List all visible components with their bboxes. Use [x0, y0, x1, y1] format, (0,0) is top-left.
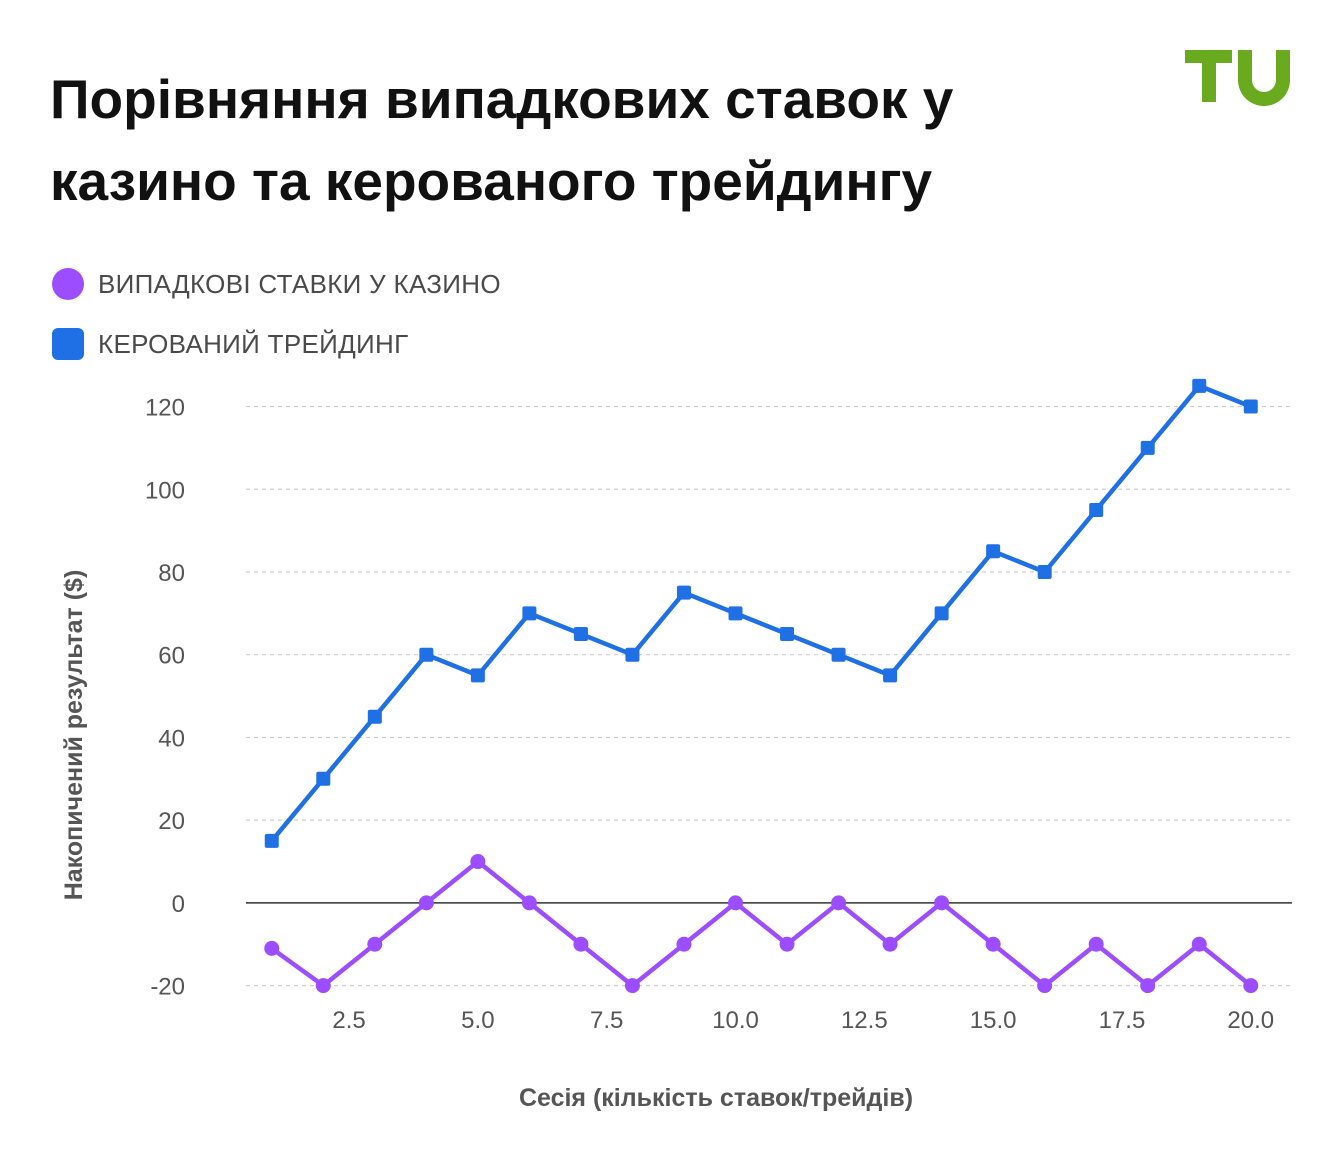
- x-axis-title: Сесія (кількість ставок/трейдів): [519, 1084, 913, 1112]
- data-point: [470, 668, 485, 683]
- data-point: [676, 936, 692, 952]
- data-point: [522, 606, 537, 621]
- legend-item-trading[interactable]: КЕРОВАНИЙ ТРЕЙДИНГ: [52, 324, 501, 364]
- data-point: [831, 647, 846, 662]
- series-line: [269, 859, 1254, 988]
- y-tick-label: 100: [145, 477, 185, 504]
- x-axis-ticks: 2.5 5.0 7.5 10.0 12.5 15.0 17.5 20.0: [332, 1007, 1274, 1034]
- x-tick-label: 10.0: [712, 1007, 759, 1034]
- data-point: [676, 585, 691, 600]
- y-axis-ticks: -20 0 20 40 60 80 100 120: [145, 395, 185, 1001]
- series-1: [264, 378, 1258, 848]
- series-line: [269, 383, 1254, 844]
- data-point: [625, 647, 640, 662]
- legend-marker-casino: [52, 268, 84, 300]
- data-point: [521, 895, 537, 911]
- data-point: [1140, 440, 1155, 455]
- data-point: [264, 940, 280, 956]
- data-point: [1192, 378, 1207, 393]
- legend: ВИПАДКОВІ СТАВКИ У КАЗИНО КЕРОВАНИЙ ТРЕЙ…: [52, 264, 501, 384]
- data-point: [1243, 399, 1258, 414]
- data-point: [367, 709, 382, 724]
- y-axis-title: Накопичений результат ($): [60, 570, 88, 901]
- y-tick-label: 80: [158, 560, 185, 587]
- series-0: [264, 854, 1259, 994]
- data-point: [367, 936, 383, 952]
- x-tick-label: 15.0: [970, 1007, 1017, 1034]
- legend-marker-trading: [52, 328, 84, 360]
- x-tick-label: 12.5: [841, 1007, 888, 1034]
- x-tick-label: 7.5: [590, 1007, 623, 1034]
- data-point: [470, 854, 486, 870]
- x-tick-label: 2.5: [332, 1007, 365, 1034]
- data-point: [831, 895, 847, 911]
- legend-label-trading: КЕРОВАНИЙ ТРЕЙДИНГ: [98, 328, 409, 359]
- data-point: [985, 936, 1001, 952]
- data-point: [315, 978, 331, 994]
- y-tick-label: 0: [172, 891, 185, 918]
- y-tick-label: -20: [150, 974, 185, 1001]
- y-tick-label: 40: [158, 725, 185, 752]
- data-point: [986, 544, 1001, 559]
- data-point: [934, 895, 950, 911]
- legend-label-casino: ВИПАДКОВІ СТАВКИ У КАЗИНО: [98, 268, 501, 299]
- y-tick-label: 20: [158, 808, 185, 835]
- data-point: [1089, 502, 1104, 517]
- data-point: [728, 606, 743, 621]
- page-title: Порівняння випадкових ставок у казино та…: [50, 68, 954, 212]
- x-tick-label: 17.5: [1099, 1007, 1146, 1034]
- data-point: [624, 978, 640, 994]
- data-point: [1140, 978, 1156, 994]
- data-point: [316, 771, 331, 786]
- data-point: [883, 668, 898, 683]
- data-point: [779, 936, 795, 952]
- data-point: [1191, 936, 1207, 952]
- data-point: [780, 627, 795, 642]
- data-point: [1088, 936, 1104, 952]
- data-point: [1243, 978, 1259, 994]
- x-tick-label: 20.0: [1227, 1007, 1274, 1034]
- grid-lines: [246, 405, 1292, 987]
- series: [264, 378, 1259, 994]
- data-point: [882, 936, 898, 952]
- data-point: [419, 647, 434, 662]
- data-point: [573, 627, 588, 642]
- data-point: [264, 833, 279, 848]
- data-point: [728, 895, 744, 911]
- data-point: [573, 936, 589, 952]
- data-point: [1037, 978, 1053, 994]
- data-point: [1037, 564, 1052, 579]
- x-tick-label: 5.0: [461, 1007, 494, 1034]
- data-point: [418, 895, 434, 911]
- y-tick-label: 60: [158, 643, 185, 670]
- tu-logo-icon: [1185, 50, 1290, 106]
- legend-item-casino[interactable]: ВИПАДКОВІ СТАВКИ У КАЗИНО: [52, 264, 501, 304]
- data-point: [934, 606, 949, 621]
- y-tick-label: 120: [145, 395, 185, 422]
